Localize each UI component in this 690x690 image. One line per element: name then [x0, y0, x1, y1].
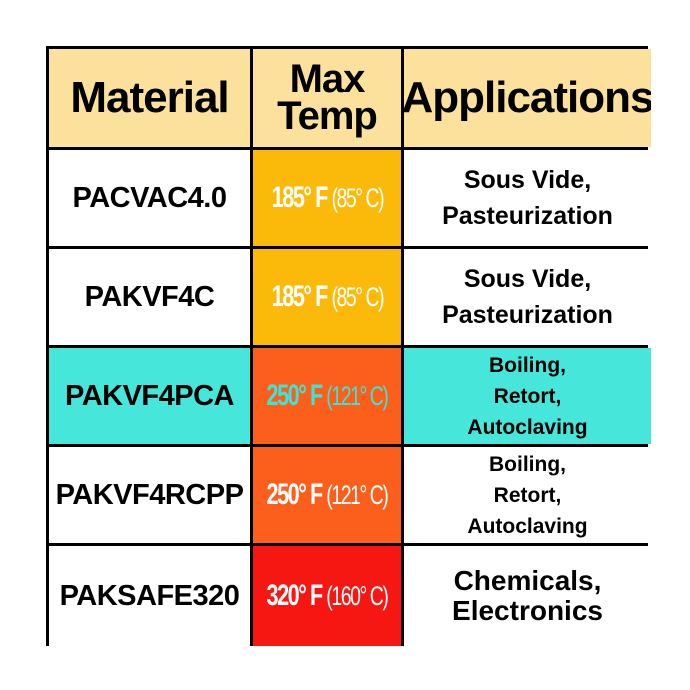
material-name: PAKSAFE320	[59, 579, 240, 612]
temp-celsius: (85° C)	[331, 183, 384, 213]
header-applications: Applications	[404, 49, 651, 147]
header-material-label: Material	[70, 73, 229, 122]
row-4-applications: Boiling, Retort, Autoclaving	[404, 447, 651, 543]
header-material: Material	[49, 49, 250, 147]
max-temp-value: 185° F (85° C)	[271, 280, 384, 314]
row-3-material: PAKVF4PCA	[49, 348, 250, 444]
application-line: Retort,	[493, 384, 562, 408]
application-line: Pasteurization	[442, 202, 613, 230]
application-line: Retort,	[493, 483, 562, 507]
max-temp-value: 250° F (121° C)	[266, 379, 389, 413]
application-line: Autoclaving	[467, 415, 588, 439]
application-line: Autoclaving	[467, 514, 588, 538]
temp-fahrenheit: 250° F	[266, 478, 324, 511]
material-name: PACVAC4.0	[72, 181, 227, 214]
header-applications-label: Applications	[404, 73, 651, 122]
temp-celsius: (121° C)	[326, 480, 389, 510]
temp-celsius: (160° C)	[326, 581, 389, 611]
row-3-max-temp: 250° F (121° C)	[253, 348, 401, 444]
row-5-max-temp: 320° F (160° C)	[253, 546, 401, 646]
temp-fahrenheit: 320° F	[266, 579, 324, 612]
max-temp-value: 250° F (121° C)	[266, 478, 389, 512]
application-line: Sous Vide,	[463, 166, 592, 194]
row-2-max-temp: 185° F (85° C)	[253, 249, 401, 345]
row-1-applications: Sous Vide, Pasteurization	[404, 150, 651, 246]
material-name: PAKVF4PCA	[65, 379, 235, 412]
temp-fahrenheit: 185° F	[271, 280, 328, 313]
header-max-temp: Max Temp	[253, 49, 401, 147]
temp-celsius: (85° C)	[331, 282, 384, 312]
row-5-material: PAKSAFE320	[49, 546, 250, 646]
application-line: Boiling,	[489, 353, 566, 377]
row-5-applications: Chemicals, Electronics	[404, 546, 651, 646]
row-2-material: PAKVF4C	[49, 249, 250, 345]
application-line: Chemicals,	[453, 565, 602, 596]
application-line: Pasteurization	[442, 301, 613, 329]
row-1-max-temp: 185° F (85° C)	[253, 150, 401, 246]
temp-fahrenheit: 185° F	[271, 181, 328, 214]
row-1-material: PACVAC4.0	[49, 150, 250, 246]
header-max-temp-line2: Temp	[277, 94, 378, 138]
row-2-applications: Sous Vide, Pasteurization	[404, 249, 651, 345]
application-line: Electronics	[452, 595, 603, 626]
header-max-temp-line1: Max	[289, 56, 366, 101]
material-name: PAKVF4RCPP	[55, 478, 244, 511]
materials-table: Material Max Temp Applications PACVAC4.0…	[46, 46, 651, 646]
material-name: PAKVF4C	[84, 280, 215, 313]
row-4-material: PAKVF4RCPP	[49, 447, 250, 543]
row-3-applications: Boiling, Retort, Autoclaving	[404, 348, 651, 444]
row-4-max-temp: 250° F (121° C)	[253, 447, 401, 543]
temp-celsius: (121° C)	[326, 381, 389, 411]
application-line: Boiling,	[489, 452, 566, 476]
max-temp-value: 185° F (85° C)	[271, 181, 384, 215]
application-line: Sous Vide,	[463, 265, 592, 293]
max-temp-value: 320° F (160° C)	[266, 579, 389, 613]
temp-fahrenheit: 250° F	[266, 379, 324, 412]
